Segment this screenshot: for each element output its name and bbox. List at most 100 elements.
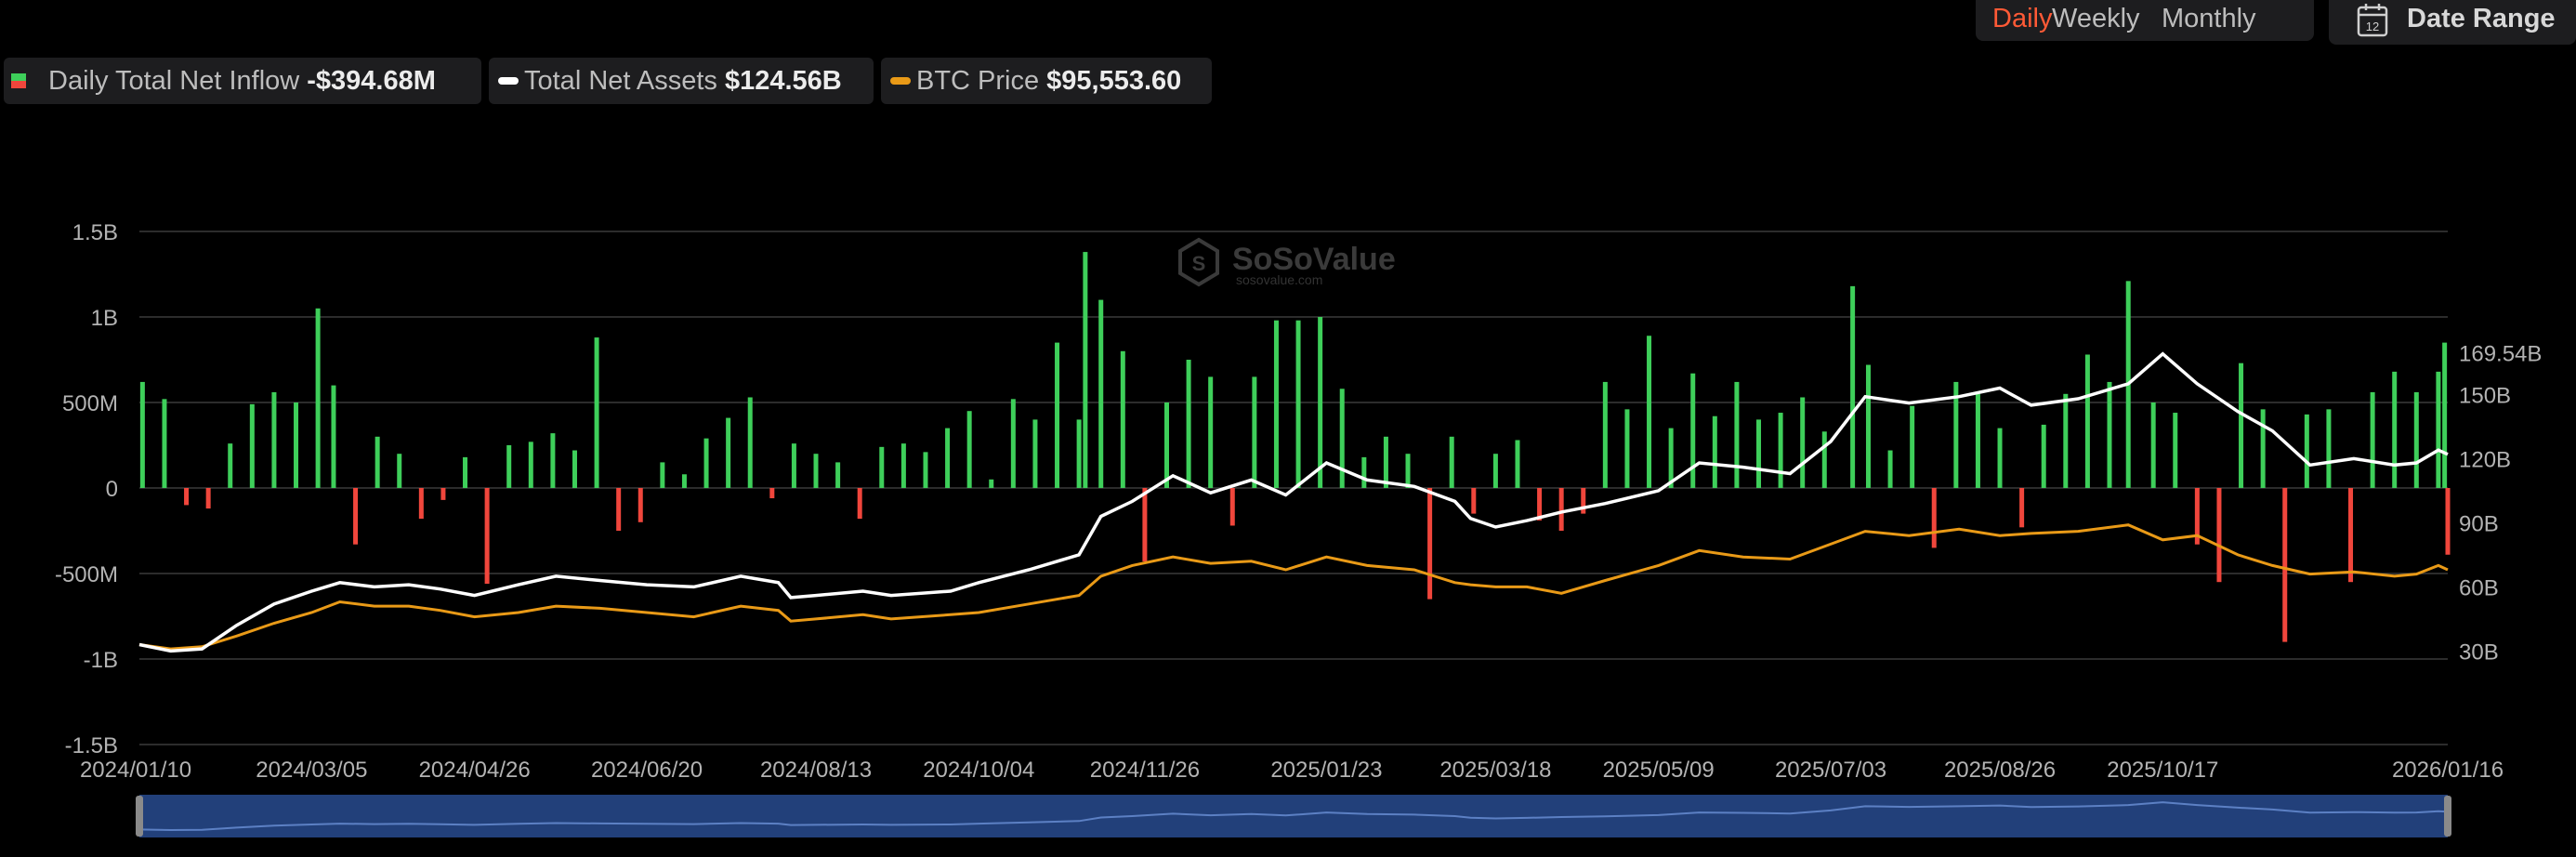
right-tick-label: 60B <box>2459 575 2499 600</box>
watermark-site: sosovalue.com <box>1236 272 1322 287</box>
inflow-bar <box>397 454 402 488</box>
inflow-bar <box>835 462 841 488</box>
inflow-bar <box>747 397 753 488</box>
inflow-marker-icon <box>11 73 26 88</box>
inflow-bar <box>1361 456 1367 488</box>
inflow-bar <box>184 488 190 506</box>
legend-inflow-name: Daily Total Net Inflow <box>48 66 300 96</box>
inflow-bar <box>2436 371 2441 488</box>
inflow-bar <box>1339 389 1345 488</box>
inflow-bar <box>989 479 994 488</box>
inflow-bar <box>1295 320 1301 488</box>
x-tick-label: 2024/11/26 <box>1090 758 1200 783</box>
inflow-bar <box>1010 399 1016 488</box>
inflow-bar <box>1083 252 1088 488</box>
legend-item-assets[interactable]: Total Net Assets $124.56B <box>489 58 874 104</box>
x-tick-label: 2026/01/16 <box>2392 758 2504 783</box>
left-tick-label: 500M <box>62 391 118 416</box>
x-tick-label: 2024/08/13 <box>760 758 872 783</box>
inflow-bar <box>681 474 687 488</box>
legend-btc-value: $95,553.60 <box>1046 66 1182 96</box>
calendar-icon: 12 <box>2357 4 2388 37</box>
inflow-bar <box>353 488 359 545</box>
inflow-bar <box>205 488 211 509</box>
inflow-bar <box>966 411 972 488</box>
svg-text:S: S <box>1192 252 1206 275</box>
x-tick-label: 2024/06/20 <box>591 758 703 783</box>
date-range-button[interactable]: 12 Date Range <box>2329 0 2576 45</box>
inflow-bar <box>506 445 512 488</box>
inflow-bar <box>1602 381 1608 488</box>
inflow-bar <box>2150 402 2156 488</box>
inflow-bar <box>2282 488 2288 642</box>
inflow-bar <box>2019 488 2025 528</box>
x-axis-labels: 2024/01/10 2024/03/05 2024/04/26 2024/06/20… <box>80 758 2504 783</box>
left-tick-label: 1B <box>91 306 118 331</box>
inflow-bar <box>271 391 277 488</box>
inflow-bar <box>1778 413 1783 488</box>
inflow-bar <box>2063 393 2069 488</box>
right-tick-label: 120B <box>2459 447 2511 472</box>
inflow-bar <box>769 488 775 499</box>
inflow-bar <box>550 433 556 488</box>
date-range-label: Date Range <box>2407 4 2556 33</box>
right-tick-label: 30B <box>2459 639 2499 665</box>
inflow-bar <box>463 456 468 488</box>
navigator-left-handle[interactable] <box>136 796 143 837</box>
inflow-bar <box>2173 413 2178 488</box>
inflow-bar <box>294 402 299 488</box>
inflow-bar <box>315 308 321 488</box>
inflow-bar <box>1449 436 1454 488</box>
legend-item-btc[interactable]: BTC Price $95,553.60 <box>881 58 1212 104</box>
left-tick-label: 0 <box>106 477 118 502</box>
inflow-bar <box>2348 488 2354 583</box>
inflow-bar <box>1471 488 1477 514</box>
inflow-bar <box>900 443 906 488</box>
left-tick-label: -500M <box>55 562 118 587</box>
tab-monthly[interactable]: Monthly <box>2162 4 2256 33</box>
inflow-bar <box>1997 428 2003 488</box>
watermark-brand: SoSoValue <box>1232 242 1396 277</box>
range-navigator[interactable] <box>136 795 2451 837</box>
tab-weekly[interactable]: Weekly <box>2052 4 2140 33</box>
btc-price-line <box>138 523 2449 651</box>
inflow-bar <box>1405 454 1411 488</box>
inflow-bar <box>1120 350 1125 488</box>
inflow-bar <box>637 488 643 522</box>
inflow-bar <box>2326 409 2332 488</box>
tab-daily[interactable]: Daily <box>1992 4 2053 33</box>
legend-inflow-value: -$394.68M <box>307 66 436 96</box>
inflow-bar <box>228 443 233 488</box>
inflow-bar <box>418 488 424 520</box>
inflow-bar <box>1537 488 1543 521</box>
inflow-bar <box>813 454 819 488</box>
inflow-bar <box>2445 488 2451 555</box>
inflow-bar <box>726 417 731 488</box>
inflow-bar <box>1032 419 1038 488</box>
inflow-bar <box>1953 381 1959 488</box>
inflow-bar <box>1252 376 1257 488</box>
total-net-assets-line <box>138 351 2449 653</box>
inflow-bar <box>1076 419 1082 488</box>
granularity-tabs: Daily Weekly Monthly <box>1976 0 2314 41</box>
x-tick-label: 2024/04/26 <box>419 758 531 783</box>
inflow-bar <box>791 443 796 488</box>
x-tick-label: 2024/10/04 <box>923 758 1034 783</box>
inflow-bar <box>703 438 709 488</box>
inflow-bar <box>1186 360 1191 488</box>
inflow-bar <box>2107 381 2112 488</box>
x-tick-label: 2024/01/10 <box>80 758 191 783</box>
inflow-bars <box>139 252 2451 642</box>
inflow-bar <box>1865 364 1871 488</box>
inflow-bar <box>2392 371 2398 488</box>
assets-marker-icon <box>498 77 519 85</box>
legend-item-inflow[interactable]: Daily Total Net Inflow -$394.68M <box>4 58 481 104</box>
right-axis-labels: 169.54B 150B 120B 90B 60B 30B <box>2459 341 2542 665</box>
inflow-bar <box>1208 376 1214 488</box>
inflow-bar <box>923 452 928 488</box>
inflow-bar <box>1581 488 1586 514</box>
navigator-right-handle[interactable] <box>2444 796 2451 837</box>
inflow-bar <box>879 446 885 488</box>
inflow-bar <box>1821 431 1827 488</box>
inflow-bar <box>2216 488 2222 583</box>
